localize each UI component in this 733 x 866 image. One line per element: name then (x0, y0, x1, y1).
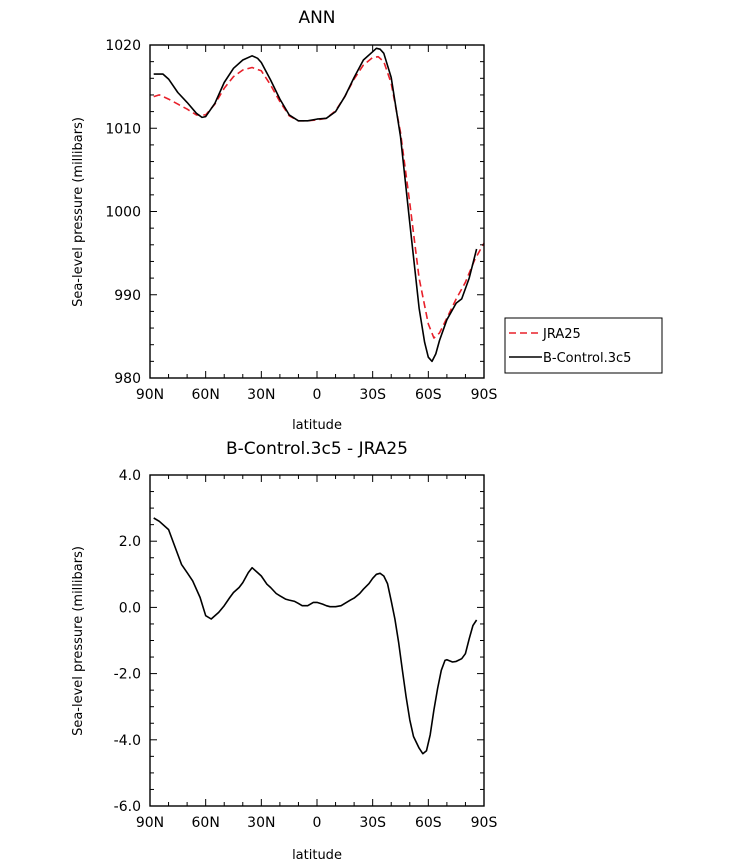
x-tick-label: 30N (247, 387, 275, 403)
series-line-b-control-3c5-jra25 (153, 517, 478, 755)
x-tick-label: 30S (359, 815, 386, 831)
legend-box (504, 317, 663, 374)
series-line-b-control-3c5 (153, 47, 478, 363)
legend-label-jra25: JRA25 (542, 327, 581, 342)
tick-group: 90N 60N 30N 0 30S 60S 90S 980 990 1000 1010 1020 (105, 38, 497, 403)
chart-panel-ann: ANN 90N 60N 30N 0 30S 60S 90S 980 990 1000 1010 102… (71, 8, 663, 433)
y-tick-label: 990 (114, 288, 141, 304)
y-tick-label: 0.0 (119, 600, 141, 616)
y-axis-label: Sea-level pressure (millibars) (71, 546, 86, 736)
plot-frame (149, 474, 485, 807)
x-tick-label: 60N (192, 387, 220, 403)
y-tick-label: 1020 (105, 38, 141, 54)
series-group (153, 47, 485, 363)
series-group (153, 517, 478, 755)
y-tick-label: -4.0 (114, 733, 141, 749)
x-tick-label: 30N (247, 815, 275, 831)
x-tick-label: 90N (136, 815, 164, 831)
chart-title: ANN (298, 8, 335, 28)
x-tick-label: 0 (313, 387, 322, 403)
legend: JRA25 B-Control.3c5 (504, 317, 663, 374)
series-line-jra25 (153, 55, 485, 339)
x-tick-label: 30S (359, 387, 386, 403)
legend-label-b-control: B-Control.3c5 (543, 351, 631, 366)
y-tick-label: -2.0 (114, 667, 141, 683)
plot-frame (149, 44, 485, 379)
chart-title: B-Control.3c5 - JRA25 (226, 439, 408, 459)
chart-panel-difference: B-Control.3c5 - JRA25 90N 60N 30N 0 30S 60S 90… (71, 439, 497, 863)
y-tick-label: 2.0 (119, 534, 141, 550)
x-tick-label: 90S (471, 815, 498, 831)
tick-group: 90N 60N 30N 0 30S 60S 90S -6.0 -4.0 -2.0 0.0 2.0 4.0 (114, 468, 498, 831)
x-tick-label: 90S (471, 387, 498, 403)
y-tick-label: 1000 (105, 205, 141, 221)
x-axis-label: latitude (292, 418, 342, 433)
y-tick-label: -6.0 (114, 799, 141, 815)
x-tick-label: 60S (415, 815, 442, 831)
y-tick-label: 980 (114, 371, 141, 387)
y-tick-label: 1010 (105, 121, 141, 137)
x-tick-label: 60S (415, 387, 442, 403)
x-axis-label: latitude (292, 848, 342, 863)
y-tick-label: 4.0 (119, 468, 141, 484)
x-tick-label: 0 (313, 815, 322, 831)
x-tick-label: 90N (136, 387, 164, 403)
y-axis-label: Sea-level pressure (millibars) (71, 117, 86, 307)
x-tick-label: 60N (192, 815, 220, 831)
